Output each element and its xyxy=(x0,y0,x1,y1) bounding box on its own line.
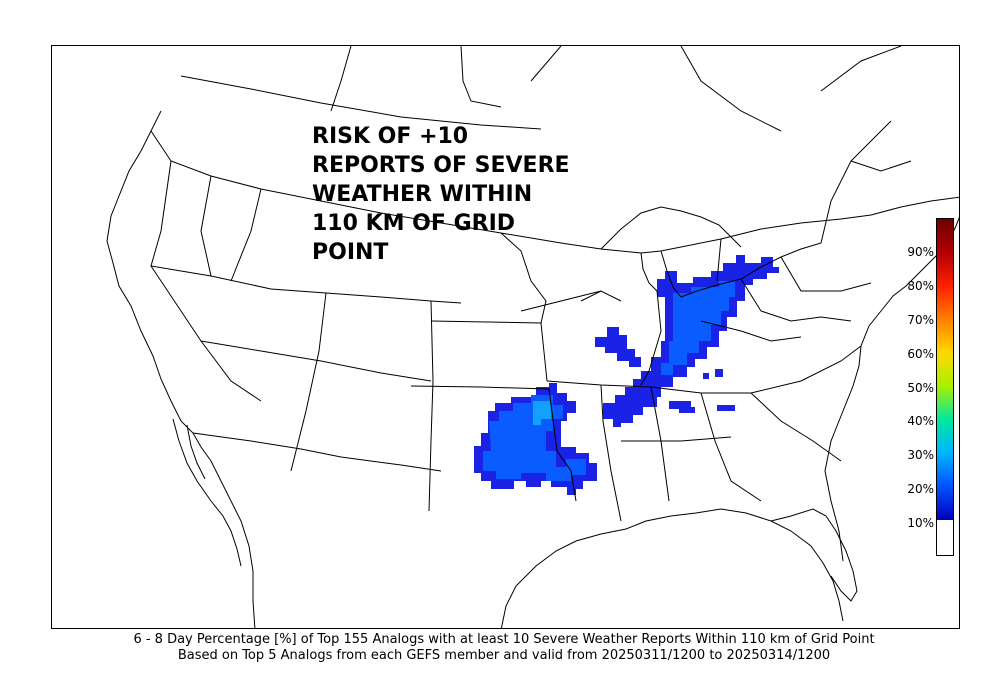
risk-cells-oklahoma-high xyxy=(533,401,551,425)
map-outline xyxy=(106,46,959,628)
risk-cells-ky-small xyxy=(669,369,735,413)
colorbar-tick-label: 70% xyxy=(907,313,934,327)
colorbar-tick-label: 10% xyxy=(907,516,934,530)
colorbar-tick-label: 20% xyxy=(907,482,934,496)
colorbar-tick-label: 60% xyxy=(907,347,934,361)
map-caption: 6 - 8 Day Percentage [%] of Top 155 Anal… xyxy=(0,632,1008,664)
colorbar xyxy=(936,218,954,556)
colorbar-tick-label: 40% xyxy=(907,414,934,428)
title-line: POINT xyxy=(312,240,389,265)
risk-cells-oklahoma-mid xyxy=(483,395,586,481)
risk-cells-illinois xyxy=(595,327,641,367)
colorbar-tick-label: 90% xyxy=(907,245,934,259)
colorbar-tick-label: 50% xyxy=(907,381,934,395)
colorbar-tick-label: 80% xyxy=(907,279,934,293)
map-title: RISK OF +10 REPORTS OF SEVERE WEATHER WI… xyxy=(312,122,612,267)
risk-area-ohio-valley xyxy=(595,255,779,427)
caption-line-2: Based on Top 5 Analogs from each GEFS me… xyxy=(177,648,831,663)
risk-area-southern-plains xyxy=(474,383,597,495)
map-panel xyxy=(51,45,960,629)
title-line: 110 KM OF GRID xyxy=(312,211,516,236)
title-line: RISK OF +10 xyxy=(312,124,469,149)
title-line: WEATHER WITHIN xyxy=(312,182,533,207)
title-line: REPORTS OF SEVERE xyxy=(312,153,570,178)
risk-cells-ohio-valley-mid xyxy=(661,281,735,375)
colorbar-tick-label: 30% xyxy=(907,448,934,462)
caption-line-1: 6 - 8 Day Percentage [%] of Top 155 Anal… xyxy=(133,632,875,647)
